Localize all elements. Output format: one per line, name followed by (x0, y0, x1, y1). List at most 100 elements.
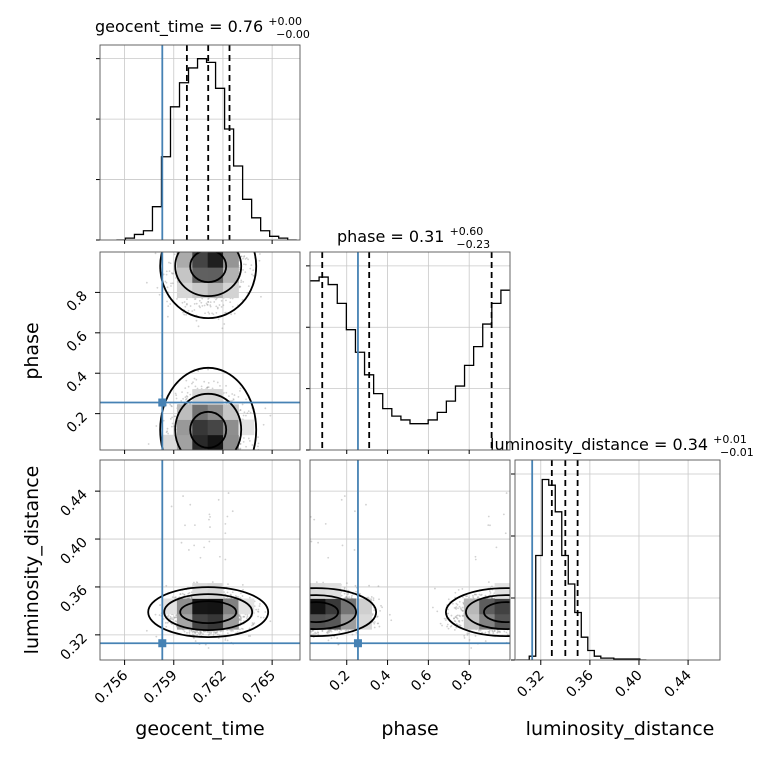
sample-point (242, 437, 245, 439)
sample-point (199, 556, 202, 559)
title-luminosity-distance-lower: −0.01 (720, 446, 754, 459)
sample-point (241, 298, 244, 301)
sample-point (229, 593, 232, 596)
sample-point (166, 621, 169, 624)
sample-point (208, 518, 210, 521)
sample-point (214, 632, 217, 635)
sample-point (169, 617, 172, 620)
sample-point (194, 640, 197, 642)
sample-point (171, 422, 174, 425)
sample-point (209, 451, 211, 453)
sample-point (207, 311, 210, 314)
sample-point (240, 619, 243, 622)
sample-point (240, 255, 243, 258)
sample-point (197, 451, 199, 453)
sample-point (250, 264, 253, 267)
hist-panel-geocent-time (100, 45, 300, 240)
sample-point (181, 301, 184, 304)
sample-point (215, 453, 217, 455)
sample-point (204, 312, 206, 315)
sample-point (252, 623, 255, 626)
sample-point (226, 591, 229, 594)
sample-point (197, 452, 199, 454)
sample-point (200, 452, 202, 454)
sample-point (246, 613, 249, 616)
sample-point (187, 385, 190, 388)
sample-point (164, 280, 167, 283)
sample-point (242, 588, 244, 591)
sample-point (186, 631, 188, 634)
sample-point (203, 546, 206, 549)
sample-point (232, 398, 235, 400)
sample-point (180, 400, 183, 402)
sample-point (217, 451, 219, 453)
sample-point (190, 596, 193, 598)
sample-point (188, 596, 191, 599)
sample-point (253, 622, 256, 625)
sample-point (186, 391, 189, 394)
sample-point (171, 272, 174, 275)
sample-point (220, 299, 223, 302)
sample-point (210, 451, 212, 453)
sample-point (167, 305, 170, 307)
sample-point (202, 451, 204, 453)
sample-point (199, 631, 202, 634)
sample-point (246, 291, 249, 294)
contour-line (189, 252, 228, 284)
sample-point (206, 303, 209, 306)
sample-point (165, 270, 168, 273)
sample-point (230, 453, 232, 455)
sample-point (205, 451, 207, 453)
sample-point (239, 619, 242, 621)
sample-point (226, 639, 229, 642)
sample-point (207, 386, 210, 389)
sample-point (169, 262, 172, 265)
sample-point (187, 309, 190, 312)
sample-point (249, 267, 252, 270)
sample-point (192, 633, 194, 636)
sample-point (244, 271, 247, 274)
sample-point (191, 452, 193, 454)
sample-point (240, 281, 243, 284)
sample-point (225, 299, 227, 302)
sample-point (209, 301, 212, 303)
sample-point (165, 625, 168, 628)
sample-point (196, 452, 198, 454)
sample-point (203, 452, 205, 454)
sample-point (171, 596, 174, 598)
sample-point (200, 453, 202, 455)
sample-point (179, 593, 182, 595)
sample-point (257, 445, 259, 448)
sample-point (211, 450, 213, 452)
sample-point (251, 273, 253, 276)
sample-point (242, 268, 244, 271)
sample-point (207, 298, 210, 300)
sample-point (215, 311, 218, 314)
sample-point (179, 593, 182, 596)
sample-point (223, 323, 226, 325)
sample-point (167, 291, 170, 294)
sample-point (239, 409, 242, 412)
sample-point (245, 617, 248, 620)
sample-point (203, 630, 205, 633)
sample-point (166, 300, 168, 303)
sample-point (182, 495, 184, 497)
panel-border (309, 251, 511, 451)
sample-point (185, 379, 188, 382)
sample-point (184, 305, 187, 308)
density-cell (223, 434, 239, 450)
sample-point (247, 258, 250, 261)
sample-point (179, 450, 181, 452)
sample-point (218, 304, 221, 306)
density-cell (223, 267, 239, 283)
sample-point (173, 253, 176, 256)
sample-point (193, 303, 196, 305)
sample-point (220, 305, 223, 308)
sample-point (227, 583, 229, 586)
sample-point (171, 282, 174, 285)
sample-point (247, 285, 250, 288)
sample-point (233, 451, 235, 453)
sample-point (208, 312, 211, 315)
sample-point (159, 604, 161, 606)
sample-point (184, 524, 186, 527)
